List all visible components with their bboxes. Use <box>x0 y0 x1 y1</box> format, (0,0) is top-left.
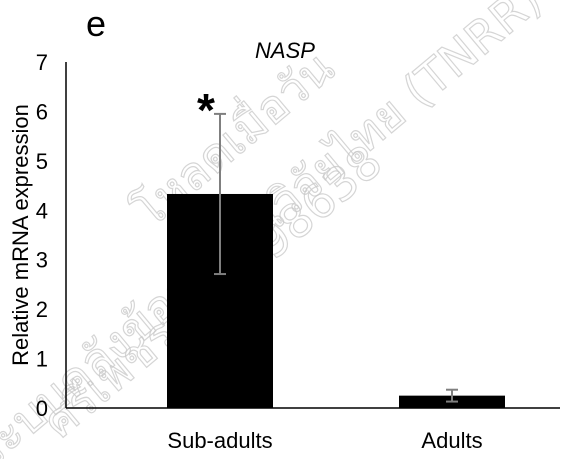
error-bars <box>214 112 458 403</box>
y-tick-label: 7 <box>36 50 48 75</box>
y-tick-label: 2 <box>36 297 48 322</box>
y-tick-label: 6 <box>36 99 48 124</box>
x-category-label: Sub-adults <box>167 428 272 453</box>
x-category-label: Adults <box>421 428 482 453</box>
y-tick-labels: 0 1 2 3 4 5 6 7 <box>36 50 48 421</box>
panel-letter: e <box>86 3 106 44</box>
significance-marks: * <box>197 84 215 136</box>
watermark: ระบบคลังข้อมูลงานวิจัยไทย (TNRR) ศรีเพชร… <box>0 0 553 459</box>
y-tick-label: 4 <box>36 198 48 223</box>
error-bar <box>214 112 226 276</box>
chart-title: NASP <box>255 38 315 63</box>
y-tick-label: 3 <box>36 248 48 273</box>
y-tick-label: 1 <box>36 347 48 372</box>
significance-asterisk: * <box>197 84 215 136</box>
y-axis-label: Relative mRNA expression <box>8 104 33 366</box>
bars <box>167 193 505 408</box>
y-tick-label: 5 <box>36 149 48 174</box>
category-labels: Sub-adults Adults <box>167 428 482 453</box>
y-tick-label: 0 <box>36 396 48 421</box>
error-bar <box>446 388 458 403</box>
